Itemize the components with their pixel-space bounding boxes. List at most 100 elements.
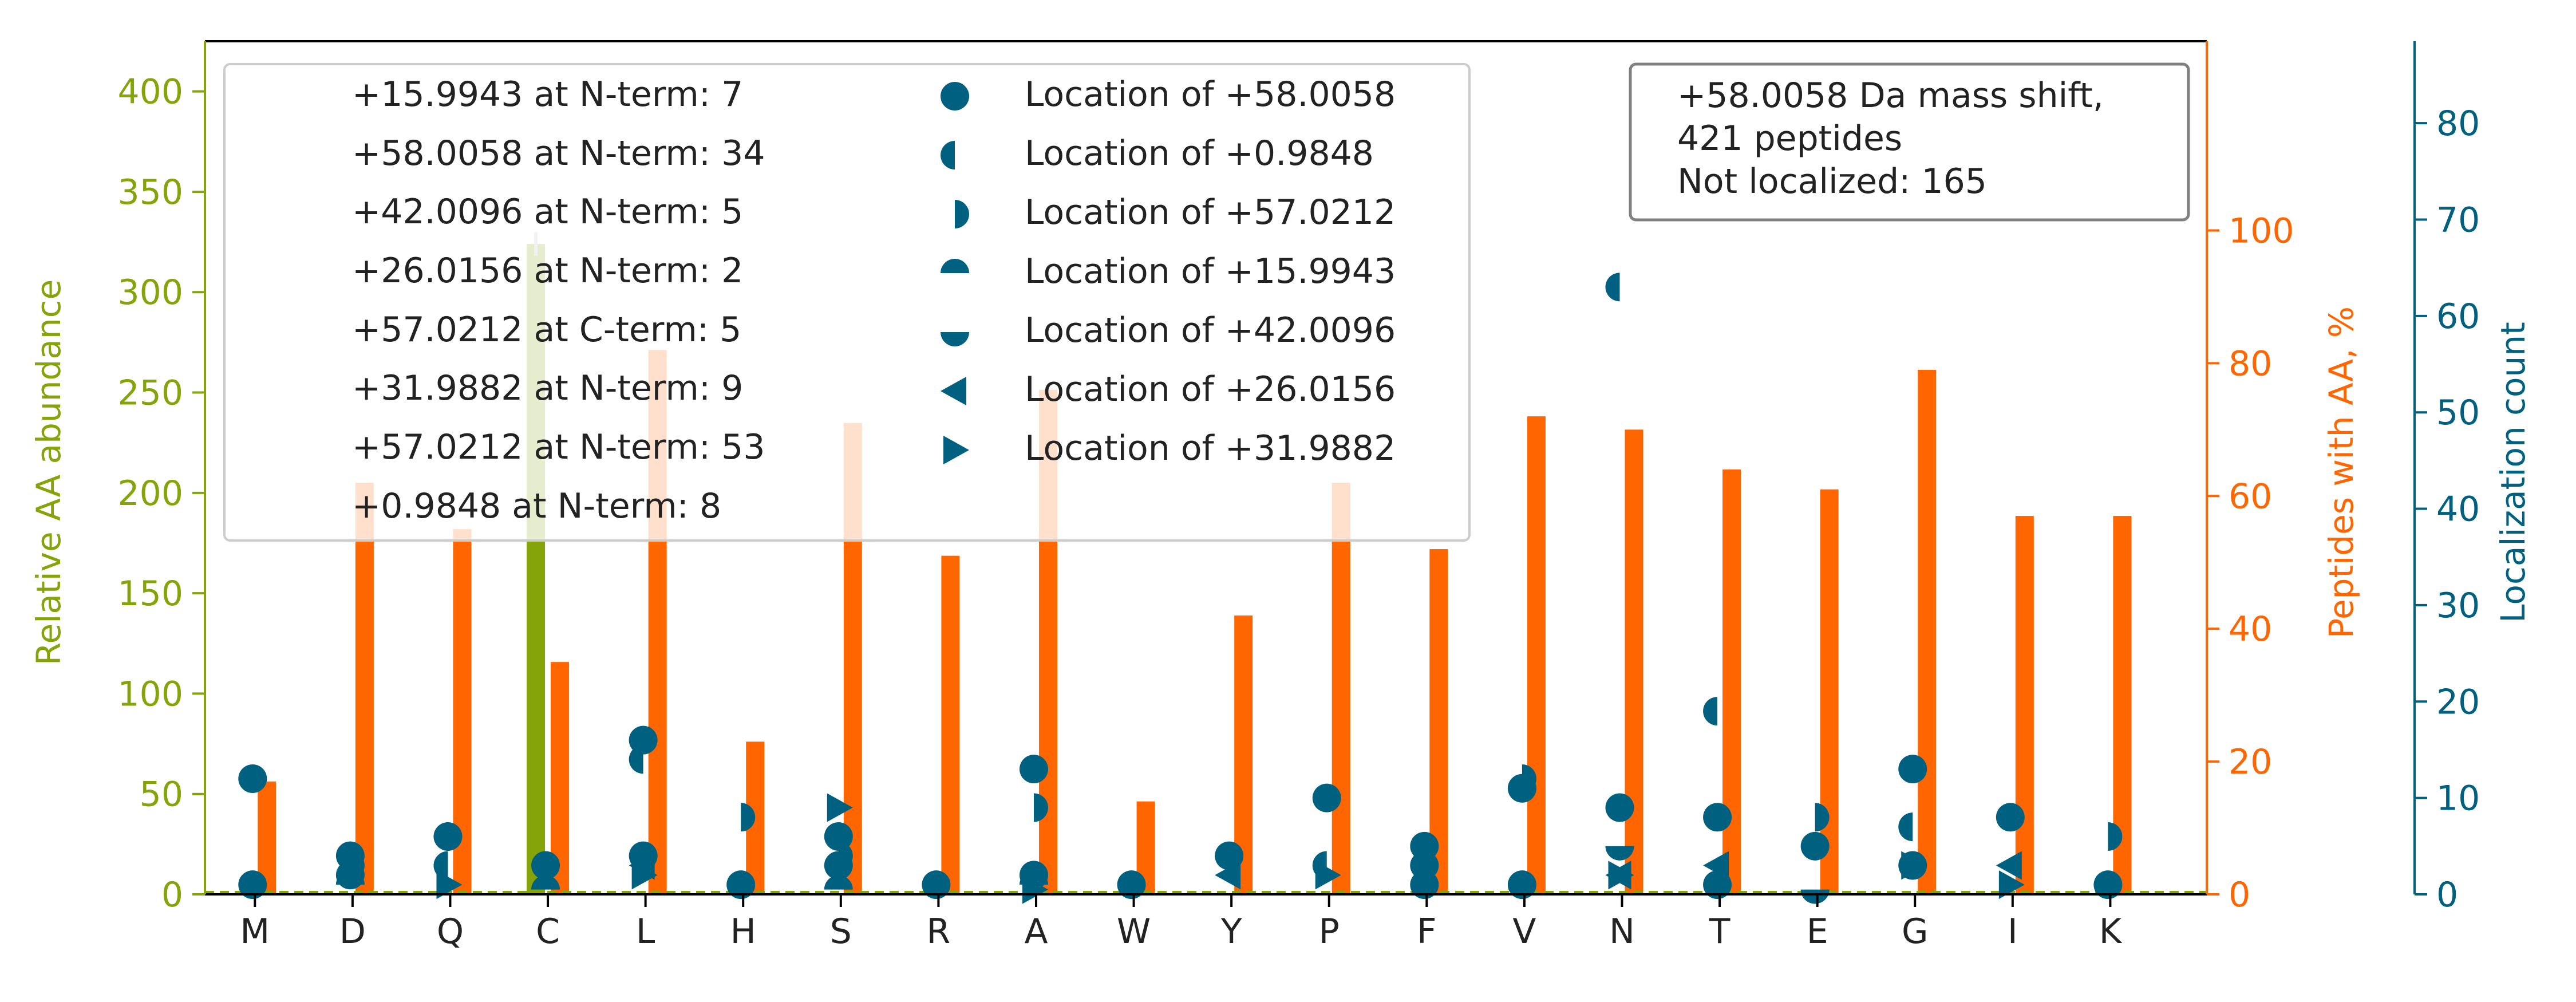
count-tick-label: 50	[2436, 393, 2480, 433]
marker-triangle-left	[1703, 851, 1729, 880]
percent-bar	[1332, 483, 1350, 894]
marker-half-right	[838, 841, 853, 870]
marker-circle	[1898, 755, 1927, 784]
percent-bar	[355, 483, 374, 894]
marker-half-bottom	[1800, 889, 1830, 904]
percent-bar	[1918, 369, 1937, 894]
marker-half-top	[335, 870, 365, 885]
category-label: A	[1024, 912, 1048, 952]
marker-circle	[531, 851, 560, 880]
loc-legend-entry: Location of +42.0096	[1025, 310, 1396, 350]
marker-triangle-right	[1901, 851, 1927, 880]
nterm-legend: +15.9943 at N-term: 7 +58.0058 at N-term…	[223, 63, 1471, 542]
info-line: Not localized: 165	[1677, 161, 1987, 202]
nterm-entry: +58.0058 at N-term: 34	[352, 133, 765, 173]
percent-bar	[941, 555, 960, 894]
category-label: Q	[437, 912, 464, 952]
marker-triangle-right	[1022, 875, 1048, 904]
abundance-tick-label: 50	[140, 775, 183, 815]
marker-circle	[726, 870, 756, 900]
marker-half-left	[629, 745, 643, 774]
marker-circle	[922, 870, 951, 900]
marker-half-right	[955, 200, 969, 228]
marker-circle	[1996, 803, 2025, 832]
category-label: S	[830, 912, 852, 952]
percent-tick-label: 80	[2229, 344, 2272, 384]
count-tick-label: 80	[2436, 104, 2480, 144]
marker-circle	[433, 822, 463, 851]
category-label: R	[927, 912, 951, 952]
nterm-entry: +42.0096 at N-term: 5	[352, 192, 743, 232]
count-tick-label: 20	[2436, 682, 2480, 722]
marker-half-left	[1703, 697, 1718, 726]
abundance-tick-label: 400	[117, 72, 183, 112]
marker-triangle-left	[941, 377, 966, 405]
category-label: N	[1609, 912, 1635, 952]
info-line: 421 peptides	[1677, 119, 1902, 159]
axes: 0 50 100 150 200 250 300 350 400 0 20 40 60 80 100 0 10 2…	[117, 40, 2480, 952]
marker-circle	[1117, 870, 1146, 900]
count-axis-label: Localization count	[2494, 322, 2532, 623]
marker-circle	[941, 82, 969, 111]
marker-circle	[1312, 783, 1341, 812]
marker-half-top	[531, 875, 560, 890]
marker-triangle-right	[1998, 870, 2025, 900]
marker-circle	[1019, 755, 1048, 784]
percent-bar	[1722, 469, 1741, 894]
category-label: I	[2008, 912, 2018, 952]
nterm-entry: +31.9882 at N-term: 9	[352, 368, 743, 408]
marker-half-right	[1522, 764, 1536, 793]
percent-tick-label: 0	[2229, 875, 2250, 915]
abundance-tick-label: 0	[161, 875, 183, 915]
marker-half-top	[824, 875, 853, 890]
category-label: K	[2099, 912, 2123, 952]
marker-triangle-right	[1608, 861, 1634, 890]
marker-circle	[1410, 870, 1439, 900]
info-box: +58.0058 Da mass shift, 421 peptides Not…	[1629, 62, 2190, 222]
count-tick-label: 60	[2436, 297, 2480, 337]
marker-circle	[1703, 870, 1732, 900]
marker-triangle-right	[827, 793, 853, 822]
marker-half-right	[2108, 822, 2123, 851]
info-box-frame	[1629, 62, 2190, 222]
marker-half-bottom	[1605, 846, 1634, 861]
abundance-axis-label: Relative AA abundance	[29, 279, 68, 665]
nterm-entry: +26.0156 at N-term: 2	[352, 251, 743, 291]
percent-tick-label: 40	[2229, 609, 2272, 649]
marker-circle	[1605, 793, 1634, 822]
count-tick-label: 30	[2436, 586, 2480, 626]
loc-legend-entry: Location of +26.0156	[1025, 369, 1396, 409]
category-label: C	[536, 912, 560, 952]
category-label: F	[1417, 912, 1437, 952]
category-label: T	[1709, 912, 1730, 952]
percent-bars	[258, 350, 2132, 894]
percent-bar	[2015, 516, 2034, 894]
category-label: G	[1902, 912, 1929, 952]
localization-markers	[238, 273, 2123, 904]
marker-half-left	[1898, 812, 1913, 842]
abundance-tick-label: 150	[117, 574, 183, 614]
marker-circle	[2093, 870, 2123, 900]
marker-circle	[238, 764, 267, 793]
count-tick-label: 70	[2436, 200, 2480, 240]
marker-circle	[1215, 841, 1244, 870]
nterm-legend-frame	[223, 63, 1471, 542]
marker-half-bottom	[941, 332, 969, 346]
marker-half-left	[1605, 273, 1620, 302]
loc-legend-entry: Location of +58.0058	[1025, 74, 1396, 115]
marker-triangle-right	[631, 861, 658, 890]
nterm-entry: +15.9943 at N-term: 7	[352, 74, 743, 115]
abundance-tick-label: 100	[117, 674, 183, 714]
marker-circle	[1800, 831, 1830, 861]
loc-legend-entry: Location of +57.0212	[1025, 192, 1396, 232]
loc-legend-entry: Location of +15.9943	[1025, 251, 1396, 291]
count-tick-label: 0	[2436, 875, 2458, 915]
marker-triangle-right	[1315, 861, 1341, 890]
loc-legend-entry: Location of +31.9882	[1025, 428, 1396, 468]
marker-half-left	[941, 141, 955, 169]
category-label: L	[636, 912, 655, 952]
marker-triangle-left	[1996, 851, 2022, 880]
loc-legend-entry: Location of +0.9848	[1025, 133, 1374, 173]
percent-axis-label: Peptides with AA, %	[2322, 306, 2361, 638]
category-label: P	[1319, 912, 1340, 952]
